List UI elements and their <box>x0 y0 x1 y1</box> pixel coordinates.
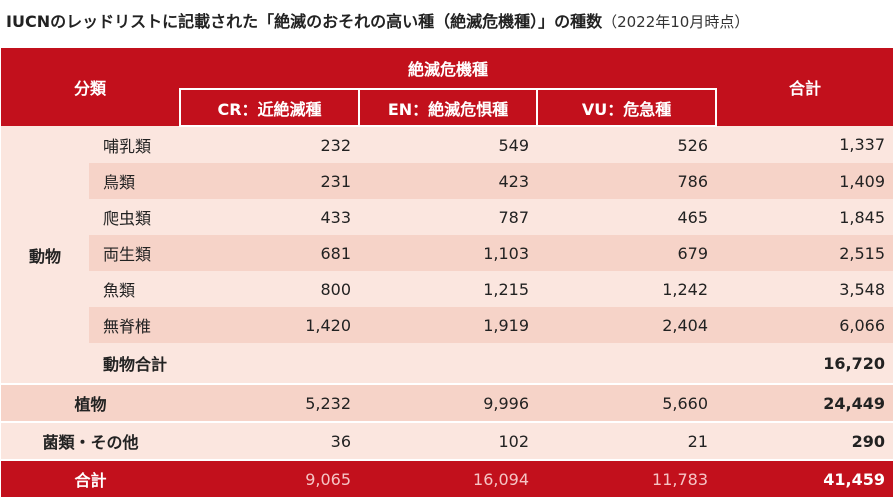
cell-en: 102 <box>359 421 538 460</box>
cell-cr: 231 <box>180 163 360 199</box>
cell-total: 3,548 <box>716 271 894 307</box>
cell-cr: 9,065 <box>180 459 360 497</box>
table-row: 両生類 681 1,103 679 2,515 <box>1 235 894 271</box>
cell-total: 290 <box>716 421 894 460</box>
table-row: 動物 哺乳類 232 549 526 1,337 <box>1 126 894 384</box>
subtotal-label: 動物合計 <box>89 343 717 384</box>
cell-vu: 1,242 <box>537 271 717 307</box>
cell-en: 1,919 <box>359 307 538 343</box>
fungi-row: 菌類・その他 36 102 21 290 <box>1 421 894 460</box>
subtotal-value: 16,720 <box>716 343 894 384</box>
cell-cr: 433 <box>180 199 360 235</box>
category-plant: 植物 <box>1 383 181 422</box>
cell-en: 16,094 <box>359 459 538 497</box>
cell-total: 1,845 <box>716 199 894 235</box>
cell-cr: 36 <box>180 421 360 460</box>
plant-row: 植物 5,232 9,996 5,660 24,449 <box>1 383 894 422</box>
header-total: 合計 <box>716 48 894 126</box>
table-row: 爬虫類 433 787 465 1,845 <box>1 199 894 235</box>
cell-vu: 465 <box>537 199 717 235</box>
grand-total-row: 合計 9,065 16,094 11,783 41,459 <box>1 459 894 497</box>
row-label: 爬虫類 <box>89 199 181 235</box>
cell-vu: 5,660 <box>537 383 717 422</box>
title-main: IUCNのレッドリストに記載された「絶滅のおそれの高い種（絶滅危機種）」の種数 <box>6 12 603 31</box>
cell-en: 9,996 <box>359 383 538 422</box>
species-table: 分類 絶滅危機種 合計 CR：近絶滅種 EN：絶滅危惧種 VU：危急種 動物 哺… <box>1 48 894 497</box>
cell-cr: 681 <box>180 235 360 271</box>
cell-en: 1,215 <box>359 271 538 307</box>
grand-total-label: 合計 <box>1 459 181 497</box>
table-row: 無脊椎 1,420 1,919 2,404 6,066 <box>1 307 894 343</box>
header-en: EN：絶滅危惧種 <box>358 88 539 127</box>
cell-vu: 679 <box>537 235 717 271</box>
cell-cr: 5,232 <box>180 383 360 422</box>
cell-en: 549 <box>359 126 538 163</box>
category-animal: 動物 <box>1 126 89 384</box>
category-fungi: 菌類・その他 <box>1 421 181 460</box>
row-label: 両生類 <box>89 235 181 271</box>
page-title: IUCNのレッドリストに記載された「絶滅のおそれの高い種（絶滅危機種）」の種数（… <box>6 0 749 44</box>
table-row: 鳥類 231 423 786 1,409 <box>1 163 894 199</box>
row-label: 無脊椎 <box>89 307 181 343</box>
cell-total: 41,459 <box>716 459 894 497</box>
header-endangered-group: 絶滅危機種 <box>180 48 717 89</box>
cell-cr: 232 <box>180 126 360 163</box>
cell-total: 2,515 <box>716 235 894 271</box>
cell-total: 1,409 <box>716 163 894 199</box>
row-label: 哺乳類 <box>89 126 181 163</box>
cell-vu: 786 <box>537 163 717 199</box>
cell-vu: 21 <box>537 421 717 460</box>
cell-en: 1,103 <box>359 235 538 271</box>
header-classification: 分類 <box>1 48 181 126</box>
table-row: 魚類 800 1,215 1,242 3,548 <box>1 271 894 307</box>
row-label: 鳥類 <box>89 163 181 199</box>
cell-total: 24,449 <box>716 383 894 422</box>
cell-total: 1,337 <box>716 126 894 163</box>
cell-cr: 1,420 <box>180 307 360 343</box>
cell-en: 423 <box>359 163 538 199</box>
cell-cr: 800 <box>180 271 360 307</box>
cell-vu: 526 <box>537 126 717 163</box>
row-label: 魚類 <box>89 271 181 307</box>
title-note: （2022年10月時点） <box>602 13 750 31</box>
cell-en: 787 <box>359 199 538 235</box>
cell-total: 6,066 <box>716 307 894 343</box>
subtotal-row: 動物合計 16,720 <box>1 343 894 384</box>
cell-vu: 2,404 <box>537 307 717 343</box>
header-vu: VU：危急種 <box>536 88 718 127</box>
cell-vu: 11,783 <box>537 459 717 497</box>
header-cr: CR：近絶滅種 <box>179 88 361 127</box>
